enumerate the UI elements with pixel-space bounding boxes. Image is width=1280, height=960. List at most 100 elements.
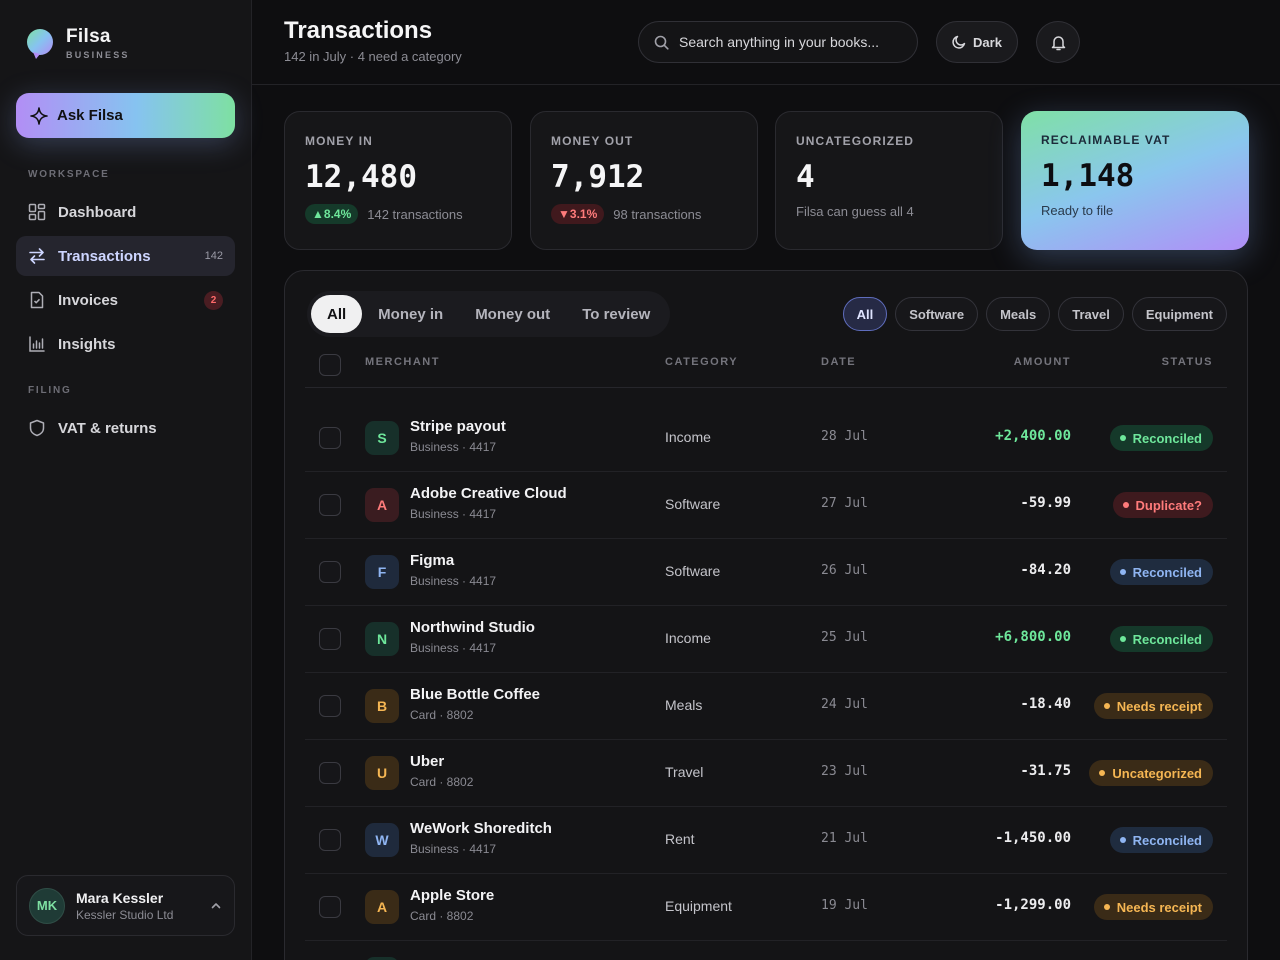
tab-money-in[interactable]: Money in	[378, 305, 444, 323]
row-checkbox[interactable]	[319, 494, 341, 516]
merchant-account: Business · 4417	[410, 574, 497, 588]
sidebar-item-vat-returns[interactable]: VAT & returns	[16, 408, 235, 448]
search-placeholder: Search anything in your books...	[679, 34, 880, 50]
chip-all[interactable]: All	[842, 297, 888, 331]
merchant-name: Adobe Creative Cloud	[410, 485, 567, 502]
sidebar-item-insights[interactable]: Insights	[16, 324, 235, 364]
status-label: Duplicate?	[1135, 497, 1202, 513]
stat-label: MONEY OUT	[551, 134, 634, 148]
stat-value: 12,480	[305, 159, 417, 195]
column-category[interactable]: CATEGORY	[665, 356, 739, 368]
user-account-menu[interactable]: MK Mara Kessler Kessler Studio Ltd	[16, 875, 235, 936]
theme-toggle-button[interactable]: Dark	[936, 21, 1018, 63]
sidebar-item-invoices[interactable]: Invoices 2	[16, 280, 235, 320]
column-date[interactable]: DATE	[821, 356, 857, 368]
theme-toggle-label: Dark	[973, 34, 1002, 50]
tab-to-review[interactable]: To review	[582, 305, 651, 323]
stat-card-uncategorized[interactable]: UNCATEGORIZED 4 Filsa can guess all 4	[775, 111, 1003, 250]
status-badge[interactable]: Duplicate?	[1112, 492, 1213, 518]
status-badge[interactable]: Needs receipt	[1093, 894, 1213, 920]
tab-money-out[interactable]: Money out	[475, 305, 551, 323]
table-row[interactable]: S Stripe payout Business · 4417 Income 2…	[305, 405, 1227, 472]
status-badge[interactable]: Reconciled	[1109, 827, 1213, 853]
page-header: Transactions 142 in July · 4 need a cate…	[252, 0, 1280, 85]
table-row[interactable]: A Adobe Creative Cloud Business · 4417 S…	[305, 472, 1227, 539]
column-status[interactable]: STATUS	[1161, 356, 1213, 368]
merchant-name: Figma	[410, 552, 455, 569]
row-checkbox[interactable]	[319, 829, 341, 851]
column-merchant[interactable]: MERCHANT	[365, 356, 440, 368]
chip-meals[interactable]: Meals	[986, 297, 1051, 331]
page-title: Transactions	[284, 17, 433, 44]
category-cell[interactable]: Meals	[665, 697, 703, 713]
merchant-account: Card · 8802	[410, 775, 474, 789]
row-checkbox[interactable]	[319, 695, 341, 717]
row-checkbox[interactable]	[319, 896, 341, 918]
tab-all[interactable]: All	[311, 295, 363, 333]
date-cell: 23 Jul	[821, 764, 868, 779]
table-row[interactable]: U Uber Card · 8802 Travel 23 Jul -31.75 …	[305, 740, 1227, 807]
status-badge[interactable]: Reconciled	[1109, 559, 1213, 585]
row-checkbox[interactable]	[319, 628, 341, 650]
table-row[interactable]: B Blue Bottle Coffee Card · 8802 Meals 2…	[305, 673, 1227, 740]
table-row[interactable]: F Figma Business · 4417 Software 26 Jul …	[305, 539, 1227, 606]
nav-section-workspace: WORKSPACE	[28, 169, 110, 180]
category-chips: All Software Meals Travel Equipment	[835, 297, 1227, 331]
table-row[interactable]	[305, 941, 1227, 960]
status-label: Uncategorized	[1112, 765, 1202, 781]
merchant-name: Northwind Studio	[410, 619, 535, 636]
bar-chart-icon	[29, 336, 45, 352]
sidebar-item-transactions[interactable]: Transactions 142	[16, 236, 235, 276]
amount-cell: -84.20	[1020, 562, 1071, 578]
table-row[interactable]: A Apple Store Card · 8802 Equipment 19 J…	[305, 874, 1227, 941]
chip-software[interactable]: Software	[895, 297, 979, 331]
category-cell[interactable]: Equipment	[665, 898, 732, 914]
category-cell[interactable]: Income	[665, 429, 711, 445]
invoices-badge: 2	[204, 290, 223, 310]
avatar: MK	[29, 887, 65, 924]
transfer-arrows-icon	[29, 248, 45, 264]
row-checkbox[interactable]	[319, 427, 341, 449]
date-cell: 21 Jul	[821, 831, 868, 846]
category-cell[interactable]: Income	[665, 630, 711, 646]
status-badge[interactable]: Needs receipt	[1093, 693, 1213, 719]
column-amount[interactable]: AMOUNT	[1013, 356, 1071, 368]
chip-travel[interactable]: Travel	[1058, 297, 1124, 331]
merchant-name: WeWork Shoreditch	[410, 820, 552, 837]
select-all-checkbox[interactable]	[319, 354, 341, 376]
row-checkbox[interactable]	[319, 762, 341, 784]
category-cell[interactable]: Travel	[665, 764, 704, 780]
ask-filsa-button[interactable]: Ask Filsa	[16, 93, 235, 138]
table-row[interactable]: N Northwind Studio Business · 4417 Incom…	[305, 606, 1227, 673]
search-input[interactable]: Search anything in your books...	[638, 21, 918, 63]
status-badge[interactable]: Uncategorized	[1089, 760, 1213, 786]
transactions-panel: All Money in Money out To review All Sof…	[284, 270, 1248, 960]
status-dot-icon	[1119, 636, 1126, 642]
brand[interactable]: Filsa BUSINESS	[26, 26, 130, 60]
filter-tabs: All Money in Money out To review	[307, 291, 671, 337]
merchant-avatar: A	[365, 890, 399, 924]
merchant-avatar: A	[365, 488, 399, 522]
category-cell[interactable]: Software	[665, 496, 721, 512]
table-row[interactable]: W WeWork Shoreditch Business · 4417 Rent…	[305, 807, 1227, 874]
sidebar-item-dashboard[interactable]: Dashboard	[16, 192, 235, 232]
status-dot-icon	[1119, 435, 1126, 441]
invoice-icon	[30, 291, 44, 309]
chip-equipment[interactable]: Equipment	[1131, 297, 1227, 331]
stat-footnote: Ready to file	[1041, 203, 1114, 218]
status-badge[interactable]: Reconciled	[1109, 626, 1213, 652]
row-checkbox[interactable]	[319, 561, 341, 583]
nav-section-filing: FILING	[28, 385, 72, 396]
amount-cell: -1,299.00	[995, 897, 1071, 913]
notifications-button[interactable]	[1036, 21, 1080, 63]
date-cell: 27 Jul	[821, 496, 868, 511]
merchant-name: Blue Bottle Coffee	[410, 686, 541, 703]
merchant-name: Apple Store	[410, 887, 495, 904]
category-cell[interactable]: Software	[665, 563, 721, 579]
category-cell[interactable]: Rent	[665, 831, 695, 847]
date-cell: 24 Jul	[821, 697, 868, 712]
status-badge[interactable]: Reconciled	[1109, 425, 1213, 451]
stat-card-reclaimable-vat[interactable]: RECLAIMABLE VAT 1,148 Ready to file	[1021, 111, 1249, 250]
shield-icon	[29, 419, 45, 437]
sidebar-item-label: Dashboard	[58, 203, 137, 221]
